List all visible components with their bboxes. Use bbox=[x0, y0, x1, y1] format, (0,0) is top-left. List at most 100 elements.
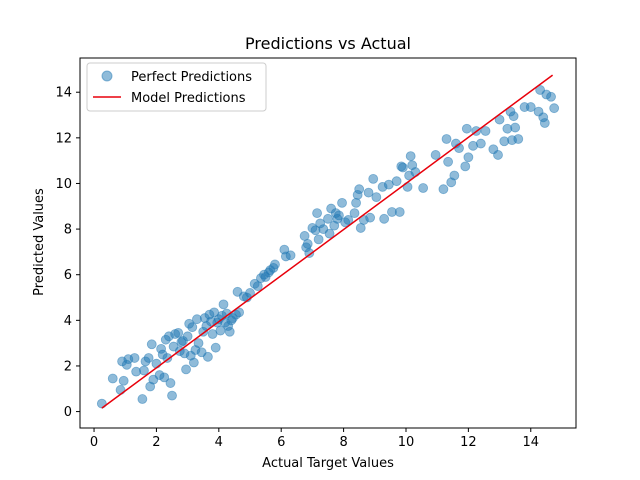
scatter-point bbox=[337, 197, 347, 208]
x-tick-label: 10 bbox=[398, 435, 415, 450]
scatter-point bbox=[182, 331, 193, 342]
scatter-point bbox=[313, 234, 324, 245]
scatter-point bbox=[493, 150, 503, 160]
axes-frame bbox=[79, 57, 577, 429]
scatter-point bbox=[181, 364, 191, 375]
line-series bbox=[101, 74, 554, 409]
x-tick-label: 0 bbox=[90, 435, 98, 450]
scatter-point bbox=[173, 327, 184, 338]
y-tick-label: 0 bbox=[64, 405, 72, 420]
scatter-point bbox=[461, 123, 472, 134]
legend-marker-scatter bbox=[101, 70, 113, 82]
scatter-point bbox=[449, 170, 460, 181]
scatter-point bbox=[349, 208, 360, 219]
scatter-point bbox=[343, 215, 354, 225]
y-tick-label: 12 bbox=[55, 131, 72, 146]
scatter-point bbox=[107, 373, 118, 384]
plot-area bbox=[79, 57, 577, 429]
scatter-point bbox=[218, 299, 229, 310]
scatter-point bbox=[312, 208, 322, 219]
x-axis-label: Actual Target Values bbox=[262, 456, 394, 471]
scatter-point bbox=[441, 134, 452, 144]
y-tick-label: 10 bbox=[55, 177, 72, 192]
scatter-point bbox=[270, 259, 280, 270]
scatter-point bbox=[146, 339, 157, 350]
scatter-point bbox=[115, 385, 126, 395]
scatter-point bbox=[391, 176, 402, 187]
scatter-point bbox=[193, 338, 204, 349]
scatter-point bbox=[188, 357, 199, 368]
y-axis-label: Predicted Values bbox=[32, 188, 47, 296]
x-tick-label: 2 bbox=[152, 435, 160, 450]
scatter-point bbox=[418, 183, 429, 193]
y-tick-label: 8 bbox=[64, 223, 72, 238]
scatter-point bbox=[285, 250, 296, 261]
scatter-point bbox=[354, 184, 365, 195]
scatter-point bbox=[324, 228, 335, 239]
scatter-point bbox=[546, 91, 556, 102]
scatter-point bbox=[513, 134, 524, 144]
scatter-point bbox=[397, 162, 408, 173]
scatter-point bbox=[143, 353, 154, 363]
scatter-point bbox=[245, 288, 255, 298]
scatter-point bbox=[508, 111, 519, 122]
y-tick-label: 6 bbox=[64, 268, 72, 283]
x-tick-label: 6 bbox=[277, 435, 285, 450]
scatter-point bbox=[371, 192, 382, 203]
scatter-point bbox=[162, 353, 173, 363]
scatter-point bbox=[159, 372, 170, 383]
scatter-point bbox=[525, 102, 536, 112]
scatter-point bbox=[363, 187, 374, 198]
scatter-point bbox=[480, 126, 491, 136]
legend-box bbox=[86, 62, 267, 112]
scatter-series bbox=[96, 85, 560, 409]
scatter-point bbox=[234, 307, 244, 318]
scatter-point bbox=[167, 390, 177, 401]
line-series-path bbox=[101, 74, 554, 409]
scatter-point bbox=[118, 375, 129, 386]
scatter-point bbox=[539, 118, 550, 128]
scatter-point bbox=[165, 378, 176, 388]
scatter-point bbox=[202, 351, 213, 362]
y-tick-label: 14 bbox=[55, 86, 72, 101]
scatter-point bbox=[430, 150, 441, 160]
scatter-point bbox=[460, 161, 471, 172]
y-tick-label: 4 bbox=[64, 314, 72, 329]
x-tick-label: 12 bbox=[460, 435, 477, 450]
legend: Perfect Predictions Model Predictions bbox=[86, 62, 267, 112]
scatter-point bbox=[351, 197, 361, 208]
scatter-point bbox=[302, 239, 313, 249]
scatter-point bbox=[129, 353, 140, 363]
y-axis-ticks: 0 2 4 6 8 10 12 14 bbox=[55, 86, 80, 420]
scatter-point bbox=[365, 212, 376, 223]
scatter-point bbox=[368, 173, 379, 184]
scatter-point bbox=[139, 365, 149, 376]
scatter-point bbox=[151, 358, 162, 369]
scatter-point bbox=[410, 167, 421, 177]
scatter-point bbox=[463, 152, 474, 163]
scatter-point bbox=[394, 207, 405, 217]
chart-title: Predictions vs Actual bbox=[245, 34, 411, 53]
legend-label-line: Model Predictions bbox=[131, 91, 246, 106]
scatter-point bbox=[304, 248, 315, 258]
scatter-point bbox=[334, 210, 344, 221]
scatter-point bbox=[475, 138, 486, 149]
scatter-point bbox=[210, 342, 221, 353]
scatter-point bbox=[137, 394, 148, 404]
scatter-point bbox=[379, 213, 390, 224]
x-tick-label: 14 bbox=[522, 435, 539, 450]
scatter-point bbox=[187, 322, 198, 333]
y-tick-label: 2 bbox=[64, 359, 72, 374]
scatter-point bbox=[549, 103, 560, 114]
scatter-point bbox=[215, 325, 226, 336]
scatter-point bbox=[510, 122, 521, 133]
x-axis-ticks: 0 2 4 6 8 10 12 14 bbox=[90, 428, 539, 450]
scatter-point bbox=[438, 184, 449, 195]
scatter-point bbox=[405, 151, 416, 161]
x-tick-label: 4 bbox=[215, 435, 223, 450]
legend-label-scatter: Perfect Predictions bbox=[131, 70, 252, 85]
x-tick-label: 8 bbox=[339, 435, 347, 450]
scatter-point bbox=[224, 326, 235, 337]
scatter-point bbox=[443, 156, 454, 167]
